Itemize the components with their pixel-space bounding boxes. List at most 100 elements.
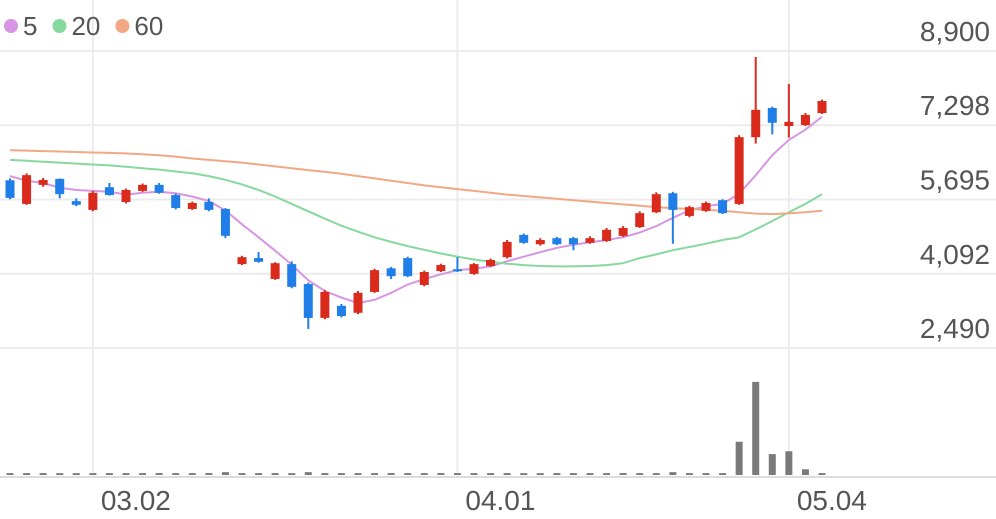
volume-bar xyxy=(453,473,461,475)
volume-bar xyxy=(255,473,263,475)
candle-body xyxy=(370,270,380,292)
y-tick-label: 4,092 xyxy=(920,239,990,270)
candle-body xyxy=(270,263,280,279)
candle-body xyxy=(154,184,164,193)
candle-body xyxy=(535,240,545,245)
volume-bar xyxy=(321,473,329,475)
x-tick-label: 04.01 xyxy=(465,485,535,516)
candle-body xyxy=(204,202,214,210)
volume-bar xyxy=(39,473,47,475)
volume-bar xyxy=(122,473,130,475)
volume-bar xyxy=(536,473,544,475)
volume-bar xyxy=(304,472,312,475)
candle-body xyxy=(800,114,810,126)
volume-bar xyxy=(719,473,727,475)
volume-bar xyxy=(371,473,379,475)
volume-bar xyxy=(735,441,743,475)
volume-bar xyxy=(702,473,710,475)
legend-label: 5 xyxy=(23,11,37,41)
legend-marker xyxy=(115,19,130,33)
candle-body xyxy=(684,207,694,216)
candle-body xyxy=(751,109,761,138)
candle-body xyxy=(386,268,396,277)
candle-body xyxy=(22,175,32,204)
volume-bar xyxy=(785,451,793,475)
candle-body xyxy=(55,178,65,195)
volume-bar xyxy=(818,473,826,475)
volume-bar xyxy=(354,473,362,475)
volume-bar xyxy=(801,469,809,475)
volume-bar xyxy=(503,473,511,475)
volume-bar xyxy=(6,473,14,475)
x-tick-label: 03.02 xyxy=(101,485,171,516)
candle-body xyxy=(436,265,446,272)
y-tick-label: 7,298 xyxy=(920,90,990,121)
candle-body xyxy=(138,184,148,191)
candle-body xyxy=(767,107,777,123)
candle-body xyxy=(237,257,247,265)
volume-bar xyxy=(172,473,180,475)
candle-body xyxy=(651,194,661,213)
candle-body xyxy=(104,187,114,196)
volume-bar xyxy=(437,473,445,475)
volume-bar xyxy=(520,473,528,475)
candle-body xyxy=(817,101,827,114)
candle-body xyxy=(635,213,645,228)
y-tick-label: 5,695 xyxy=(920,164,990,195)
volume-bar xyxy=(553,473,561,475)
volume-bar xyxy=(89,473,97,475)
volume-bar xyxy=(337,473,345,475)
legend-label: 60 xyxy=(134,11,163,41)
candle-body xyxy=(187,202,197,209)
candle-body xyxy=(568,238,578,245)
legend-label: 20 xyxy=(71,11,100,41)
volume-bar xyxy=(155,473,163,475)
volume-bar xyxy=(404,473,412,475)
volume-bar xyxy=(685,473,693,475)
y-tick-label: 8,900 xyxy=(920,16,990,47)
candle-body xyxy=(419,272,429,285)
volume-bar xyxy=(23,473,31,475)
volume-bar xyxy=(768,454,776,475)
legend-marker xyxy=(52,19,67,33)
volume-bar xyxy=(619,473,627,475)
candle-body xyxy=(452,269,462,272)
candle-body xyxy=(519,234,529,243)
volume-bar xyxy=(221,472,229,475)
candle-body xyxy=(5,180,15,198)
volume-bar xyxy=(470,473,478,475)
volume-bar xyxy=(139,473,147,475)
candle-body xyxy=(602,229,612,241)
x-tick-label: 05.04 xyxy=(797,485,867,516)
candle-body xyxy=(784,121,794,127)
candle-body xyxy=(320,291,330,318)
volume-bar xyxy=(387,473,395,475)
volume-bar xyxy=(420,473,428,475)
candle-body xyxy=(303,284,313,318)
candle-body xyxy=(502,241,512,258)
y-tick-label: 2,490 xyxy=(920,313,990,344)
volume-bar xyxy=(752,381,760,475)
candle-body xyxy=(486,259,496,266)
candle-body xyxy=(336,305,346,317)
volume-bar xyxy=(205,473,213,475)
volume-bar xyxy=(652,473,660,475)
ma-line xyxy=(9,149,823,216)
candle-body xyxy=(254,258,264,262)
candle-body xyxy=(287,264,297,287)
volume-bar xyxy=(603,473,611,475)
candle-body xyxy=(171,195,181,209)
volume-bar xyxy=(271,473,279,475)
candle-body xyxy=(38,180,48,185)
candle-body xyxy=(469,264,479,274)
candle-body xyxy=(734,137,744,204)
candle-body xyxy=(220,208,230,236)
volume-bar xyxy=(188,473,196,475)
volume-bar xyxy=(56,473,64,475)
candle-body xyxy=(552,238,562,245)
volume-bar xyxy=(669,472,677,475)
volume-bar xyxy=(72,473,80,475)
candle-body xyxy=(403,258,413,277)
volume-bar xyxy=(569,473,577,475)
